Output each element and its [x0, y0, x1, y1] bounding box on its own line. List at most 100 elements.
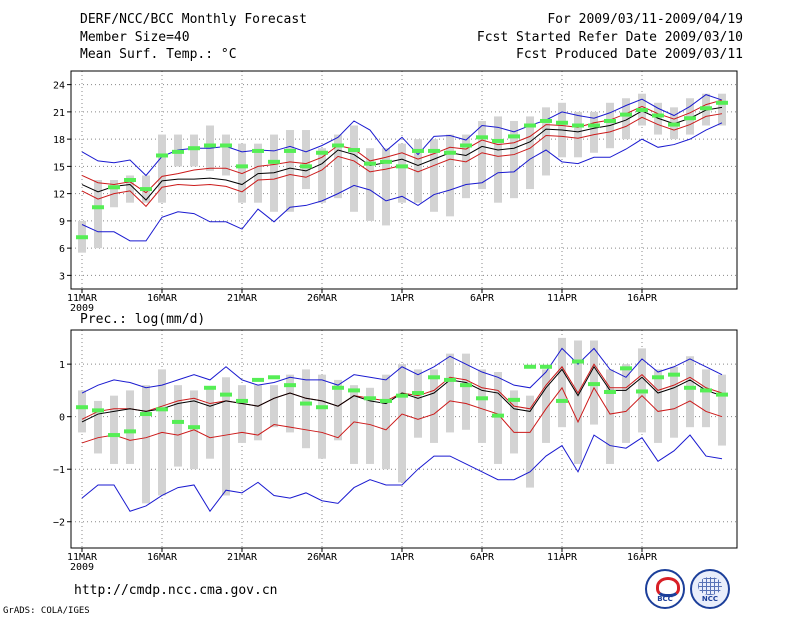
panel2-observed-marker-24 — [444, 377, 456, 382]
ncc-logo: NCC — [690, 569, 730, 609]
panel2-observed-marker-39 — [684, 385, 696, 390]
panel1-x-tick-label-6: 11APR — [547, 293, 578, 304]
panel2-spread-box-38 — [670, 366, 678, 438]
panel2-spread-box-34 — [606, 369, 614, 464]
panel2-observed-marker-27 — [492, 413, 504, 418]
panel1-spread-box-4 — [126, 175, 134, 203]
panel1-observed-marker-5 — [140, 187, 152, 192]
panel1-spread-box-2 — [94, 180, 102, 249]
panel2-observed-marker-19 — [364, 396, 376, 401]
panel2-spread-box-10 — [222, 377, 230, 496]
panel1-spread-box-8 — [190, 134, 198, 167]
panel1-y-tick-label-3: 12 — [53, 190, 65, 201]
panel2-x-tick-label-4: 1APR — [390, 552, 415, 563]
panel2-observed-marker-32 — [572, 359, 584, 364]
panel2-spread-box-29 — [526, 395, 534, 488]
panel2-observed-marker-16 — [316, 405, 328, 410]
panel2-observed-marker-13 — [268, 375, 280, 380]
panel1-observed-marker-32 — [572, 123, 584, 128]
panel1-spread-box-22 — [414, 139, 422, 203]
panel1-y-tick-label-4: 15 — [53, 162, 65, 173]
panel2-observed-marker-6 — [156, 407, 168, 412]
panel2-observed-marker-2 — [92, 408, 104, 413]
panel1-observed-marker-30 — [540, 118, 552, 123]
panel1-observed-marker-20 — [380, 159, 392, 164]
bcc-swirl-icon — [656, 577, 680, 597]
ncc-logo-text: NCC — [701, 595, 719, 603]
panel2-observed-marker-18 — [348, 388, 360, 393]
panel1-y-tick-label-5: 18 — [53, 135, 65, 146]
figure-title: DERF/NCC/BCC Monthly Forecast — [80, 12, 307, 27]
panel1-spread-box-30 — [542, 107, 550, 176]
panel2-observed-marker-37 — [652, 375, 664, 380]
source-url[interactable]: http://cmdp.ncc.cma.gov.cn — [74, 583, 278, 598]
panel2-spread-box-5 — [142, 385, 150, 504]
panel2-observed-marker-30 — [540, 364, 552, 369]
panel2-spread-box-41 — [718, 374, 726, 446]
member-size-label: Member Size=40 — [80, 30, 190, 45]
panel2-spread-box-12 — [254, 385, 262, 441]
panel1-observed-marker-14 — [284, 148, 296, 153]
panel1-x-tick-label-0: 11MAR — [67, 293, 98, 304]
panel1-spread-box-33 — [590, 111, 598, 153]
panel2-observed-marker-11 — [236, 398, 248, 403]
panel1-year-label: 2009 — [70, 303, 94, 314]
panel1-spread-box-41 — [718, 93, 726, 126]
panel2-spread-box-40 — [702, 369, 710, 428]
panel2-spread-box-16 — [318, 374, 326, 459]
panel2-observed-marker-29 — [524, 364, 536, 369]
panel2-observed-marker-10 — [220, 392, 232, 397]
panel1-spread-box-27 — [494, 116, 502, 203]
panel1-y-tick-label-1: 6 — [59, 244, 65, 255]
panel1-observed-marker-33 — [588, 123, 600, 128]
panel2-spread-box-4 — [126, 390, 134, 464]
panel1-observed-marker-38 — [668, 122, 680, 127]
panel1-observed-marker-41 — [716, 100, 728, 105]
bcc-logo-text: BCC — [657, 595, 673, 603]
panel2-observed-marker-26 — [476, 396, 488, 401]
panel2-spread-box-17 — [334, 379, 342, 441]
panel1-spread-box-23 — [430, 139, 438, 212]
panel2-y-tick-label-2: 0 — [59, 413, 65, 424]
panel2-spread-box-7 — [174, 385, 182, 467]
panel2-observed-marker-5 — [140, 412, 152, 417]
panel2-spread-box-30 — [542, 369, 550, 443]
panel2-observed-marker-7 — [172, 419, 184, 424]
panel2-x-tick-label-2: 21MAR — [227, 552, 258, 563]
panel2-spread-box-21 — [398, 364, 406, 483]
bcc-logo: BCC — [645, 569, 685, 609]
panel2-observed-marker-1 — [76, 405, 88, 410]
panel2-spread-box-3 — [110, 395, 118, 464]
panel1-spread-box-28 — [510, 120, 518, 199]
panel1-observed-marker-31 — [556, 120, 568, 125]
panel1-observed-marker-25 — [460, 143, 472, 148]
panel2-spread-box-22 — [414, 369, 422, 438]
panel2-observed-marker-14 — [284, 383, 296, 388]
panel1-y-tick-label-7: 24 — [53, 81, 65, 92]
panel1-x-tick-label-5: 6APR — [470, 293, 495, 304]
panel2-spread-box-28 — [510, 390, 518, 454]
panel2-observed-marker-38 — [668, 372, 680, 377]
panel2-observed-marker-40 — [700, 388, 712, 393]
panel1-observed-marker-12 — [252, 148, 264, 153]
panel2-spread-box-27 — [494, 372, 502, 464]
panel1-y-tick-label-0: 3 — [59, 271, 65, 282]
panel2-observed-marker-25 — [460, 383, 472, 388]
ncc-globe-icon — [698, 577, 722, 595]
panel1-observed-marker-34 — [604, 118, 616, 123]
panel1-observed-marker-35 — [620, 112, 632, 117]
panel1-observed-marker-1 — [76, 235, 88, 240]
panel2-spread-box-20 — [382, 374, 390, 470]
panel2-spread-box-13 — [270, 385, 278, 428]
panel2-observed-marker-31 — [556, 398, 568, 403]
panel2-title: Prec.: log(mm/d) — [80, 312, 205, 327]
panel2-observed-marker-4 — [124, 429, 136, 434]
panel2-spread-box-18 — [350, 385, 358, 464]
variable-label: Mean Surf. Temp.: °C — [80, 47, 237, 62]
panel1-spread-box-21 — [398, 143, 406, 203]
panel2-observed-marker-34 — [604, 389, 616, 394]
panel1-spread-box-32 — [574, 111, 582, 158]
panel2-observed-marker-28 — [508, 397, 520, 402]
panel1-x-tick-label-4: 1APR — [390, 293, 415, 304]
